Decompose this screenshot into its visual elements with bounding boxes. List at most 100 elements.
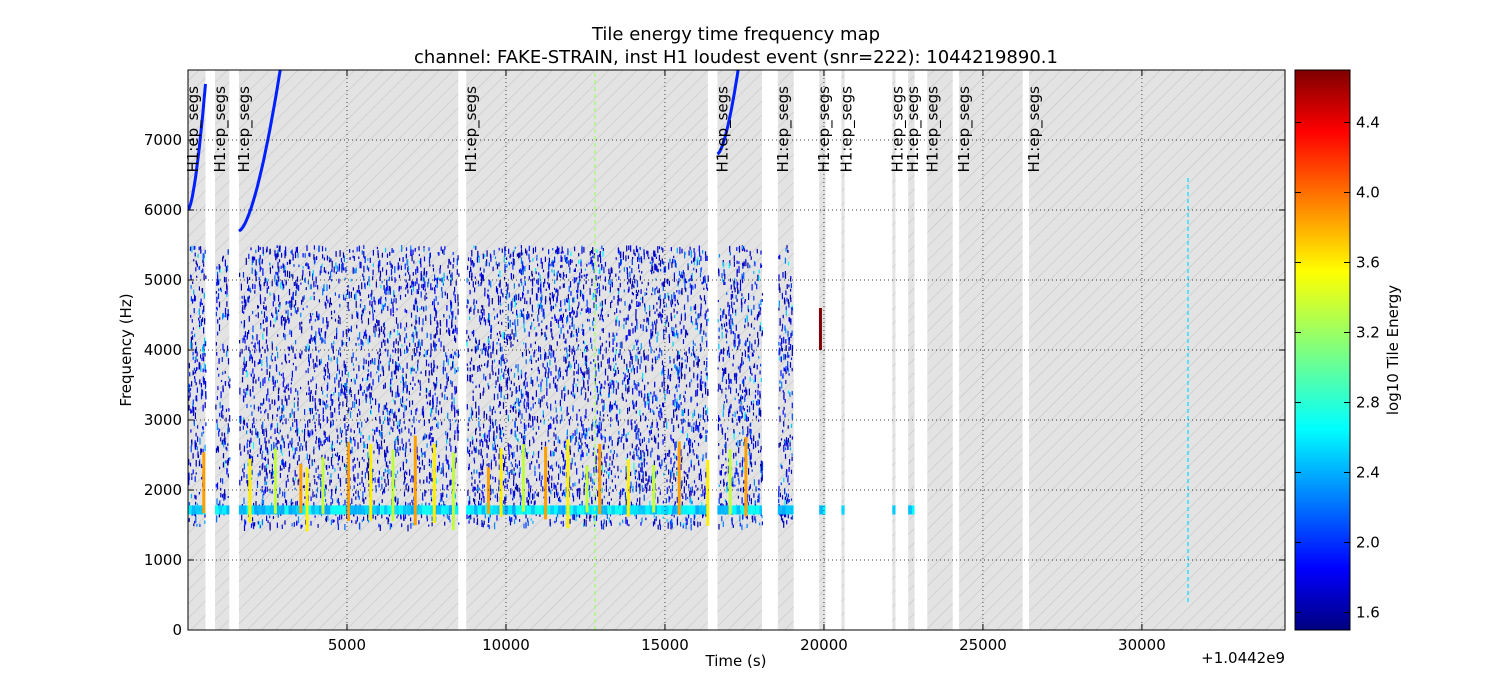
- tile: [519, 445, 521, 450]
- tile: [201, 358, 203, 361]
- tile: [277, 351, 279, 359]
- tile: [573, 514, 575, 521]
- tile: [684, 391, 686, 394]
- tile: [469, 515, 471, 519]
- tile: [318, 413, 320, 419]
- tile: [277, 512, 279, 518]
- tile: [526, 401, 528, 407]
- tile: [255, 249, 257, 253]
- tile: [313, 414, 315, 420]
- tile: [261, 368, 263, 371]
- tile: [220, 391, 222, 399]
- tile: [602, 523, 605, 530]
- tile: [472, 410, 474, 416]
- tile: [389, 288, 391, 295]
- tile: [379, 259, 381, 267]
- tile: [317, 409, 319, 412]
- tile: [601, 300, 603, 307]
- tile: [342, 330, 344, 338]
- tile: [443, 345, 445, 352]
- tile: [786, 297, 788, 302]
- tile: [271, 480, 273, 485]
- tile: [425, 305, 427, 311]
- tile: [327, 368, 329, 372]
- tile: [264, 377, 266, 384]
- tile: [205, 395, 207, 400]
- tile: [527, 499, 530, 507]
- tile: [732, 363, 734, 367]
- tile: [551, 306, 553, 310]
- tile: [411, 499, 413, 503]
- tile: [563, 387, 565, 391]
- tile: [675, 324, 677, 328]
- tile: [402, 367, 404, 373]
- tile: [443, 272, 445, 279]
- tile: [483, 317, 485, 322]
- tile: [699, 434, 701, 439]
- tile: [592, 478, 594, 484]
- tile: [191, 473, 193, 476]
- tile: [495, 372, 497, 376]
- tile: [699, 383, 701, 391]
- tile: [352, 255, 354, 259]
- tile: [397, 439, 399, 445]
- tile: [286, 270, 289, 277]
- tile: [537, 314, 539, 319]
- tile: [196, 275, 198, 278]
- tile: [578, 488, 580, 491]
- tile: [625, 516, 627, 524]
- tile: [473, 457, 475, 461]
- tile: [628, 385, 630, 392]
- tile: [571, 316, 573, 321]
- tile: [251, 341, 253, 344]
- tile: [580, 259, 582, 263]
- tile: [509, 387, 511, 391]
- tile: [608, 393, 610, 398]
- tile: [759, 325, 761, 332]
- tile: [581, 386, 583, 390]
- tile: [430, 283, 432, 291]
- tile: [671, 262, 673, 268]
- tile: [559, 419, 561, 424]
- tile: [269, 403, 271, 410]
- tile: [697, 425, 699, 432]
- tile: [455, 280, 457, 286]
- tile: [295, 366, 297, 371]
- tile: [655, 323, 657, 330]
- tile: [742, 426, 744, 429]
- tile: [622, 372, 625, 375]
- tile: [613, 373, 615, 377]
- tile: [569, 363, 571, 370]
- tile: [332, 345, 334, 352]
- tile: [502, 402, 505, 409]
- tile: [281, 435, 283, 441]
- tile: [475, 401, 477, 409]
- tile: [531, 322, 533, 327]
- tile: [584, 371, 586, 375]
- tile: [355, 292, 357, 298]
- tile: [630, 419, 632, 425]
- tile: [559, 315, 562, 318]
- tile: [593, 515, 595, 521]
- tile: [507, 333, 509, 337]
- tile: [269, 470, 271, 474]
- tile: [603, 444, 605, 450]
- tile: [530, 325, 532, 330]
- tile: [706, 361, 708, 368]
- tile: [744, 389, 746, 392]
- tile: [364, 472, 366, 479]
- tile: [397, 421, 399, 428]
- tile: [404, 452, 406, 457]
- tile: [405, 279, 407, 283]
- tile: [450, 305, 452, 313]
- tile: [515, 434, 517, 440]
- tile: [680, 315, 682, 321]
- tile: [304, 423, 306, 429]
- tile: [591, 435, 593, 440]
- tile: [242, 395, 245, 402]
- tile: [784, 453, 787, 459]
- tile: [760, 466, 762, 473]
- tile: [653, 250, 655, 257]
- tile: [590, 337, 592, 343]
- tile: [482, 440, 484, 448]
